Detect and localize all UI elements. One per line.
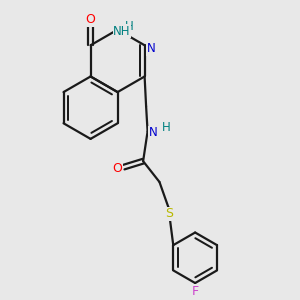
Text: O: O bbox=[112, 162, 122, 175]
Text: NH: NH bbox=[113, 25, 131, 38]
Text: N: N bbox=[148, 126, 157, 140]
Text: S: S bbox=[165, 207, 173, 220]
Text: N: N bbox=[147, 42, 155, 55]
Text: O: O bbox=[85, 13, 95, 26]
Text: H: H bbox=[162, 121, 170, 134]
Text: H: H bbox=[124, 20, 133, 33]
Text: F: F bbox=[192, 285, 199, 298]
